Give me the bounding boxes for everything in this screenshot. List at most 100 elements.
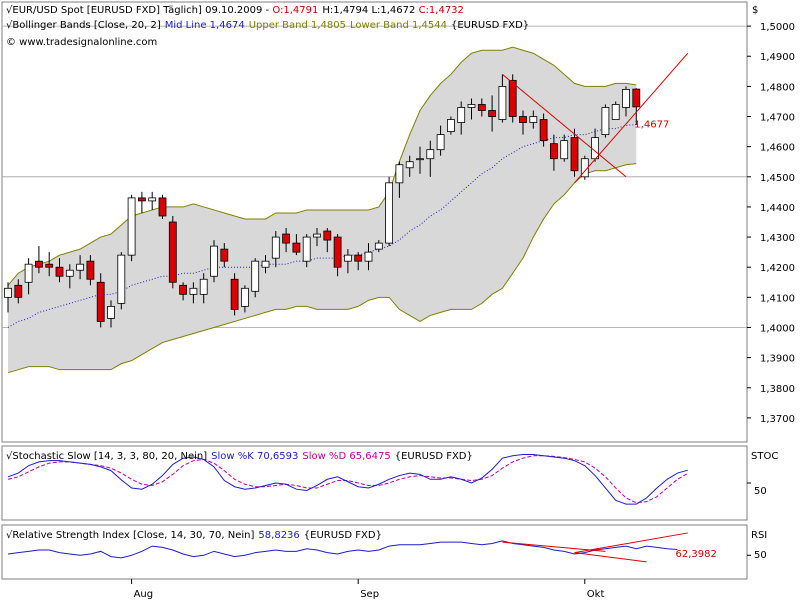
candle-body bbox=[477, 104, 486, 111]
y-tick-label: 1,4000 bbox=[760, 323, 795, 334]
rsi-annotation: 62,3982 bbox=[676, 549, 717, 560]
candle-body bbox=[179, 284, 188, 295]
stochastic-panel[interactable] bbox=[1, 445, 748, 521]
candle-body bbox=[323, 230, 332, 241]
candle-body bbox=[210, 245, 218, 277]
candle-body bbox=[271, 236, 280, 259]
candle-body bbox=[364, 251, 373, 262]
candle-body bbox=[457, 107, 466, 123]
candle-body bbox=[436, 134, 445, 151]
rsi-line bbox=[7, 540, 678, 559]
candle-body bbox=[426, 149, 435, 160]
candle-body bbox=[282, 233, 291, 244]
candle-body bbox=[333, 236, 342, 268]
candle-body bbox=[14, 284, 23, 298]
candle-body bbox=[137, 197, 146, 202]
rsi-trendline bbox=[574, 552, 647, 563]
candle-body bbox=[539, 119, 548, 142]
candle-body bbox=[55, 266, 64, 277]
y-tick-label: 1,3700 bbox=[760, 414, 795, 425]
rsi-header: √Relative Strength Index [Close, 14, 30,… bbox=[6, 530, 382, 541]
candle-body bbox=[560, 140, 569, 160]
candle-body bbox=[127, 197, 136, 256]
y-tick-label: 1,4900 bbox=[760, 52, 795, 63]
x-tick-label: Aug bbox=[134, 589, 154, 600]
candle-body bbox=[148, 197, 157, 202]
y-tick-label: 1,4500 bbox=[760, 173, 795, 184]
website-credit: © www.tradesignalonline.com bbox=[6, 37, 157, 48]
checkmark-icon: √ bbox=[6, 451, 13, 462]
candle-body bbox=[230, 278, 239, 310]
lower-band bbox=[7, 163, 637, 374]
candle-body bbox=[354, 254, 363, 262]
bollinger-header: √Bollinger Bands [Close, 20, 2] Mid Line … bbox=[6, 20, 529, 31]
candle-body bbox=[313, 233, 321, 238]
candle-body bbox=[158, 197, 167, 217]
candle-body bbox=[261, 260, 270, 268]
candle-body bbox=[632, 88, 641, 108]
candle-body bbox=[251, 260, 260, 292]
stochastic-header: √Stochastic Slow [14, 3, 3, 80, 20, Nein… bbox=[6, 451, 473, 462]
y-tick-label: 1,3900 bbox=[760, 354, 795, 365]
price-axis: 1,5000 1,4900 1,4800 1,4700 1,4600 1,4500 1,44… bbox=[747, 22, 795, 425]
candle-body bbox=[117, 254, 126, 304]
checkmark-icon: √ bbox=[6, 20, 13, 31]
trendline bbox=[502, 73, 627, 178]
candle-body bbox=[385, 182, 394, 244]
x-tick-label: Sep bbox=[360, 589, 379, 600]
bollinger-bands bbox=[7, 46, 637, 374]
candle-body bbox=[405, 161, 414, 169]
stoch-k-line bbox=[7, 453, 688, 505]
candle-body bbox=[302, 236, 311, 262]
candle-body bbox=[622, 88, 630, 108]
candle-body bbox=[508, 79, 517, 117]
candle-body bbox=[446, 119, 455, 132]
y-axis-unit: $ bbox=[752, 5, 758, 16]
candle-body bbox=[467, 104, 476, 108]
rsi-lines bbox=[7, 532, 751, 563]
candle-body bbox=[76, 263, 84, 271]
candle-body bbox=[374, 242, 383, 250]
candle-body bbox=[416, 158, 424, 161]
mid-line bbox=[7, 123, 637, 328]
price-annotation: 1,4677 bbox=[634, 119, 669, 130]
candle-body bbox=[570, 137, 579, 172]
candle-body bbox=[343, 254, 352, 262]
y-tick-label: 1,4700 bbox=[760, 113, 795, 124]
candle-body bbox=[86, 260, 95, 280]
symbol-header: √EUR/USD Spot [EURUSD FXD] Täglich] 09.1… bbox=[6, 5, 464, 16]
stoch-tick-50: 50 bbox=[754, 486, 767, 497]
candle-body bbox=[107, 305, 115, 319]
date-axis: Aug Sep Okt bbox=[131, 579, 605, 600]
candle-body bbox=[519, 116, 527, 123]
candle-body bbox=[189, 287, 198, 295]
candle-body bbox=[96, 281, 105, 322]
candlesticks bbox=[4, 74, 641, 328]
candle-body bbox=[4, 287, 12, 298]
price-trendlines bbox=[502, 52, 689, 184]
candle-body bbox=[529, 116, 538, 123]
y-tick-label: 1,3800 bbox=[760, 384, 795, 395]
candle-body bbox=[45, 263, 54, 268]
rsi-panel[interactable] bbox=[1, 524, 748, 580]
rsi-tick-50: 50 bbox=[754, 550, 767, 561]
trendline bbox=[574, 52, 689, 184]
candle-body bbox=[168, 221, 177, 283]
x-tick-label: Okt bbox=[587, 589, 605, 600]
candle-body bbox=[395, 164, 404, 184]
rsi-trendline bbox=[574, 532, 688, 554]
y-tick-label: 1,4100 bbox=[760, 293, 795, 304]
candle-body bbox=[199, 278, 208, 295]
stochastic-lines bbox=[7, 453, 751, 505]
candle-body bbox=[550, 143, 558, 160]
candle-body bbox=[35, 260, 43, 268]
stoch-axis-label: STOC bbox=[751, 451, 778, 462]
candle-body bbox=[292, 242, 301, 253]
candle-body bbox=[498, 85, 507, 120]
candle-body bbox=[65, 269, 74, 277]
y-tick-label: 1,4300 bbox=[760, 233, 795, 244]
candle-body bbox=[220, 248, 229, 262]
y-tick-label: 1,4400 bbox=[760, 203, 795, 214]
